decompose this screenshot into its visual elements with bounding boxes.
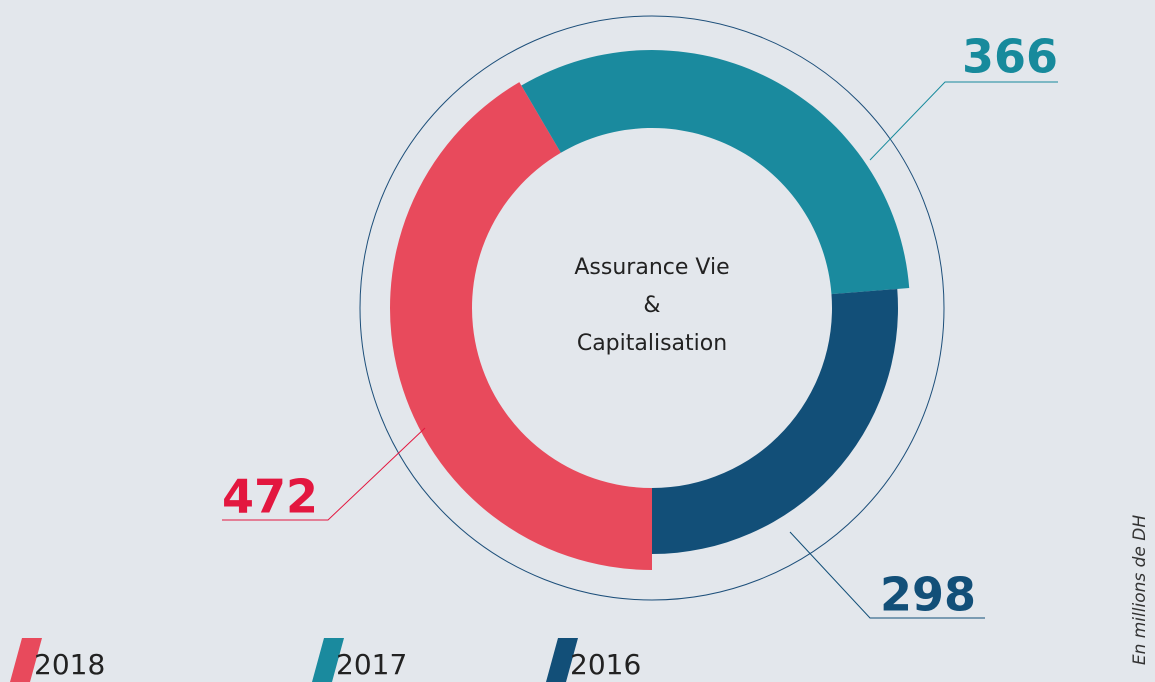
center-label: Capitalisation [577, 331, 727, 356]
outline-ring [359, 15, 945, 601]
value-label: 366 [962, 30, 1058, 84]
center-label: Assurance Vie [574, 255, 729, 280]
donut-segment [389, 82, 652, 571]
legend-swatch [10, 638, 42, 682]
value-label: 298 [880, 568, 976, 622]
value-label: 472 [222, 470, 318, 524]
unit-note: En millions de DH [1130, 515, 1150, 666]
leader-line [869, 81, 1058, 161]
legend-label: 2016 [570, 648, 641, 681]
leader-line [789, 531, 985, 619]
donut-segment [652, 288, 898, 554]
leader-line [222, 427, 426, 521]
legend-swatch [312, 638, 344, 682]
center-label: & [643, 293, 660, 318]
donut-segment [521, 49, 910, 295]
legend-label: 2018 [34, 648, 105, 681]
legend-label: 2017 [336, 648, 407, 681]
legend-swatch [546, 638, 578, 682]
